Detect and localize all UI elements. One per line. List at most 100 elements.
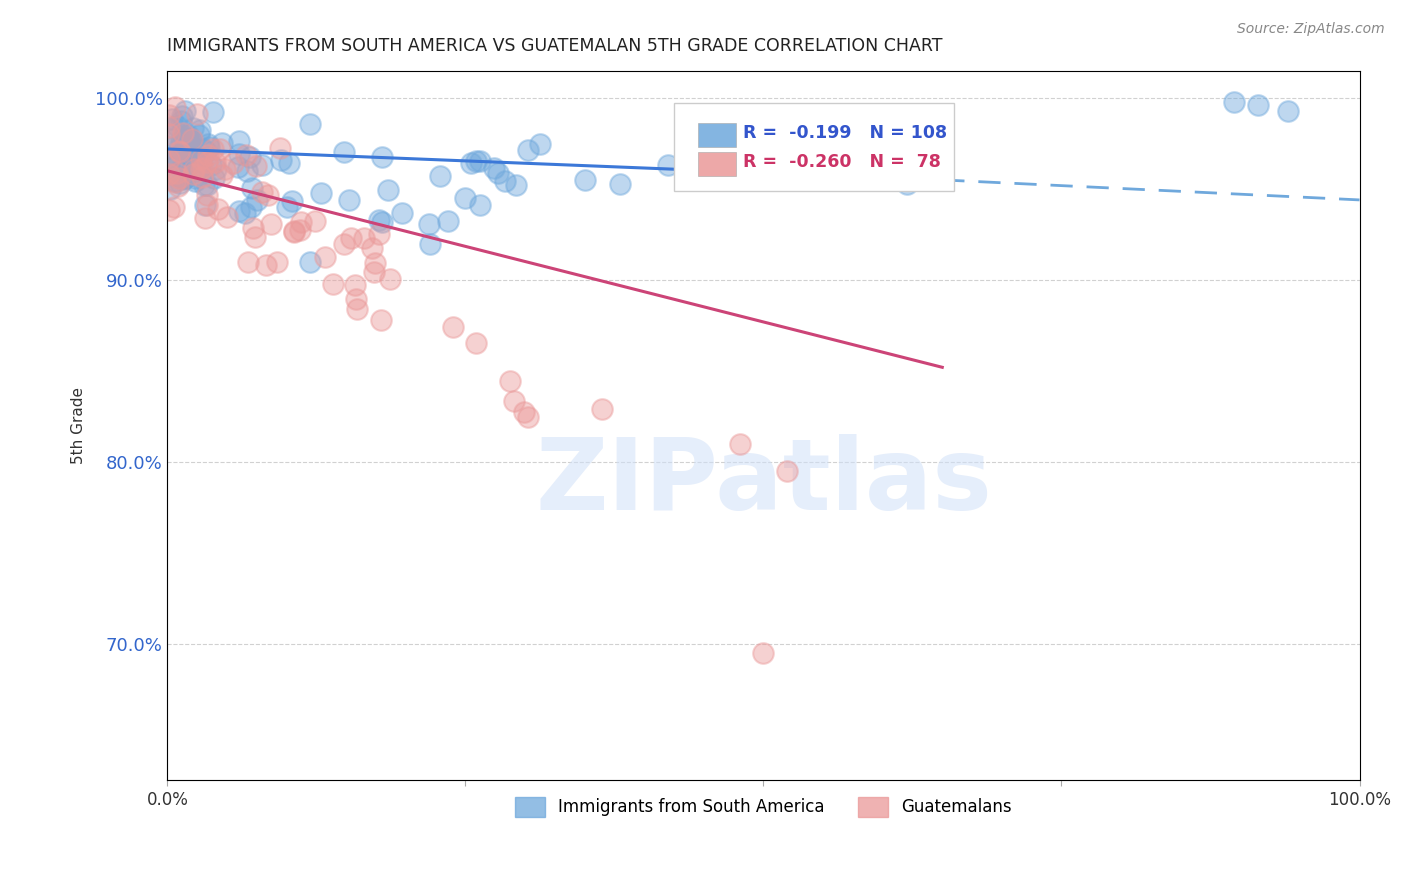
Point: [260, 217, 283, 231]
Point: [194, 211, 217, 225]
Point: [170, 114, 193, 128]
Point: [353, 230, 375, 244]
Point: [1277, 103, 1299, 118]
Point: [183, 171, 205, 186]
Point: [243, 230, 266, 244]
Point: [486, 166, 509, 180]
Point: [165, 175, 187, 189]
Point: [657, 158, 679, 172]
Point: [180, 132, 202, 146]
Point: [166, 170, 188, 185]
Point: [499, 374, 522, 388]
FancyBboxPatch shape: [697, 122, 737, 146]
Y-axis label: 5th Grade: 5th Grade: [72, 387, 86, 464]
Point: [257, 188, 280, 202]
Point: [377, 183, 399, 197]
Point: [896, 177, 918, 191]
Point: [204, 155, 226, 169]
Point: [177, 148, 200, 162]
Point: [482, 161, 505, 176]
Point: [160, 112, 183, 127]
Point: [298, 117, 321, 131]
Point: [188, 128, 211, 143]
Point: [419, 236, 441, 251]
Point: [333, 236, 356, 251]
Point: [197, 148, 219, 162]
Point: [157, 153, 180, 167]
Point: [157, 167, 180, 181]
Point: [418, 217, 440, 231]
Point: [157, 157, 180, 171]
Point: [159, 182, 181, 196]
Point: [179, 155, 201, 169]
Point: [190, 152, 212, 166]
Point: [188, 163, 211, 178]
Point: [429, 169, 451, 183]
Point: [201, 105, 224, 120]
Point: [254, 259, 277, 273]
Point: [502, 393, 524, 408]
Point: [170, 133, 193, 147]
Point: [370, 312, 392, 326]
Point: [371, 215, 394, 229]
Point: [245, 159, 267, 173]
Point: [179, 143, 201, 157]
Point: [728, 436, 751, 450]
Point: [238, 254, 260, 268]
Point: [361, 241, 384, 255]
Point: [190, 170, 212, 185]
Point: [173, 130, 195, 145]
Point: [169, 145, 191, 159]
Point: [176, 148, 198, 162]
Point: [211, 169, 233, 183]
Point: [209, 142, 232, 156]
Point: [283, 224, 305, 238]
Point: [609, 177, 631, 191]
Point: [157, 203, 180, 218]
Point: [193, 143, 215, 157]
Point: [181, 121, 204, 136]
Point: [179, 137, 201, 152]
Point: [344, 292, 367, 306]
Point: [574, 173, 596, 187]
Point: [217, 210, 239, 224]
Point: [776, 161, 799, 176]
Text: Source: ZipAtlas.com: Source: ZipAtlas.com: [1237, 22, 1385, 37]
Point: [752, 646, 775, 660]
Point: [181, 132, 204, 146]
Point: [299, 254, 322, 268]
Point: [214, 161, 236, 176]
Point: [513, 405, 536, 419]
Point: [235, 147, 257, 161]
Point: [250, 158, 273, 172]
Point: [193, 161, 215, 175]
Point: [278, 156, 301, 170]
Point: [195, 178, 218, 192]
Point: [368, 212, 391, 227]
Point: [516, 143, 538, 157]
Legend: Immigrants from South America, Guatemalans: Immigrants from South America, Guatemala…: [506, 789, 1021, 825]
Point: [378, 272, 401, 286]
Point: [172, 172, 194, 186]
Point: [176, 132, 198, 146]
Point: [391, 206, 413, 220]
Point: [183, 162, 205, 177]
Point: [193, 178, 215, 193]
Point: [281, 194, 304, 209]
Text: ZIPatlas: ZIPatlas: [536, 434, 991, 531]
Point: [333, 145, 356, 159]
Point: [228, 146, 250, 161]
Point: [1247, 98, 1270, 112]
Text: IMMIGRANTS FROM SOUTH AMERICA VS GUATEMALAN 5TH GRADE CORRELATION CHART: IMMIGRANTS FROM SOUTH AMERICA VS GUATEMA…: [167, 37, 943, 55]
Point: [211, 136, 233, 150]
Text: R =  -0.199   N = 108: R = -0.199 N = 108: [744, 124, 948, 142]
Point: [157, 120, 180, 135]
Point: [276, 200, 298, 214]
Point: [163, 100, 186, 114]
Point: [728, 168, 751, 182]
Point: [226, 161, 249, 175]
Point: [250, 185, 273, 199]
Point: [505, 178, 527, 192]
Point: [339, 231, 361, 245]
Point: [304, 214, 326, 228]
